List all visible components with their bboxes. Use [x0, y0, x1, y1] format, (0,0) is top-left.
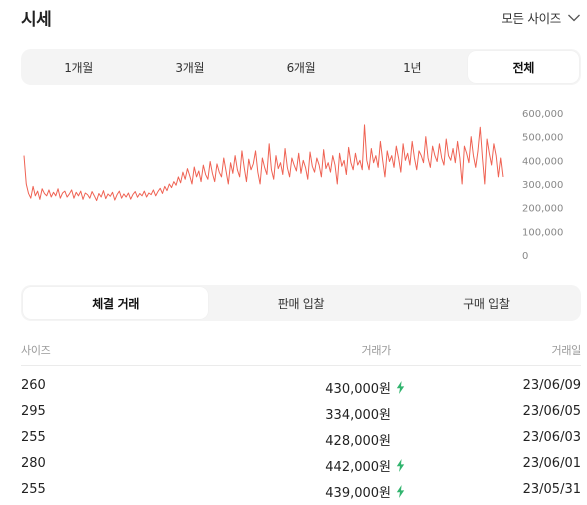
price-chart: 600,000 500,000 400,000 300,000 200,000 100,0…: [0, 100, 587, 270]
section-title: 시세: [21, 10, 52, 30]
tab-3-months[interactable]: 3개월: [175, 60, 205, 75]
table-row: 280 442,000원 23/06/01: [21, 450, 581, 476]
tab-sell-bids[interactable]: 판매 입찰: [277, 296, 325, 311]
row-size: 255: [21, 482, 46, 497]
tab-1-year[interactable]: 1년: [403, 60, 422, 75]
row-price: 442,000원: [325, 460, 391, 475]
row-date: 23/06/03: [522, 430, 581, 445]
y-tick-label: 600,000: [522, 109, 563, 120]
table-row: 255 439,000원 23/05/31: [21, 476, 581, 502]
table-row: 255 428,000원 23/06/03: [21, 424, 581, 450]
fast-delivery-bolt-icon: [396, 381, 405, 394]
tab-buy-bids[interactable]: 구매 입찰: [463, 296, 510, 311]
price-series-line: [23, 124, 504, 202]
header-size: 사이즈: [21, 344, 51, 357]
table-body: 260 430,000원 23/06/09 295 334,000원 23/06/05 25…: [21, 366, 581, 502]
y-tick-label: 400,000: [522, 156, 563, 167]
y-tick-label: 100,000: [522, 227, 563, 238]
row-price: 334,000원: [325, 408, 391, 423]
period-tab-bar: 1개월 3개월 6개월 1년 전체: [21, 49, 581, 85]
header-price: 거래가: [361, 344, 392, 357]
trade-tab-bar: 체결 거래 판매 입찰 구매 입찰: [21, 285, 581, 321]
tab-6-months[interactable]: 6개월: [286, 60, 316, 75]
row-price: 439,000원: [325, 486, 391, 501]
y-tick-label: 200,000: [522, 204, 563, 215]
tab-1-month[interactable]: 1개월: [64, 60, 94, 75]
row-date: 23/06/01: [522, 456, 581, 471]
row-price: 430,000원: [325, 382, 391, 397]
trade-history-table: 사이즈 거래가 거래일 260 430,000원 23/06/09 295 334,00…: [21, 338, 581, 502]
y-tick-label: 0: [522, 251, 528, 262]
price-header: 시세 모든 사이즈: [21, 0, 581, 36]
row-size: 295: [21, 404, 46, 419]
row-size: 260: [21, 378, 46, 393]
y-tick-label: 500,000: [522, 133, 563, 144]
table-row: 295 334,000원 23/06/05: [21, 398, 581, 424]
price-chart-svg: 600,000 500,000 400,000 300,000 200,000 100,0…: [23, 109, 563, 262]
size-select-label: 모든 사이즈: [501, 11, 561, 26]
table-header: 사이즈 거래가 거래일: [21, 338, 581, 366]
row-date: 23/06/09: [522, 378, 581, 393]
chevron-down-icon: [568, 14, 580, 21]
fast-delivery-bolt-icon: [396, 459, 405, 472]
tab-all[interactable]: 전체: [467, 51, 580, 83]
y-tick-label: 300,000: [522, 180, 563, 191]
tab-completed-trades[interactable]: 체결 거래: [23, 287, 209, 319]
fast-delivery-bolt-icon: [396, 485, 405, 498]
row-size: 280: [21, 456, 46, 471]
size-select-dropdown[interactable]: 모든 사이즈: [501, 8, 581, 27]
row-price: 428,000원: [325, 434, 391, 449]
row-date: 23/05/31: [522, 482, 581, 497]
row-size: 255: [21, 430, 46, 445]
table-row: 260 430,000원 23/06/09: [21, 372, 581, 398]
row-date: 23/06/05: [522, 404, 581, 419]
header-date: 거래일: [551, 344, 582, 357]
